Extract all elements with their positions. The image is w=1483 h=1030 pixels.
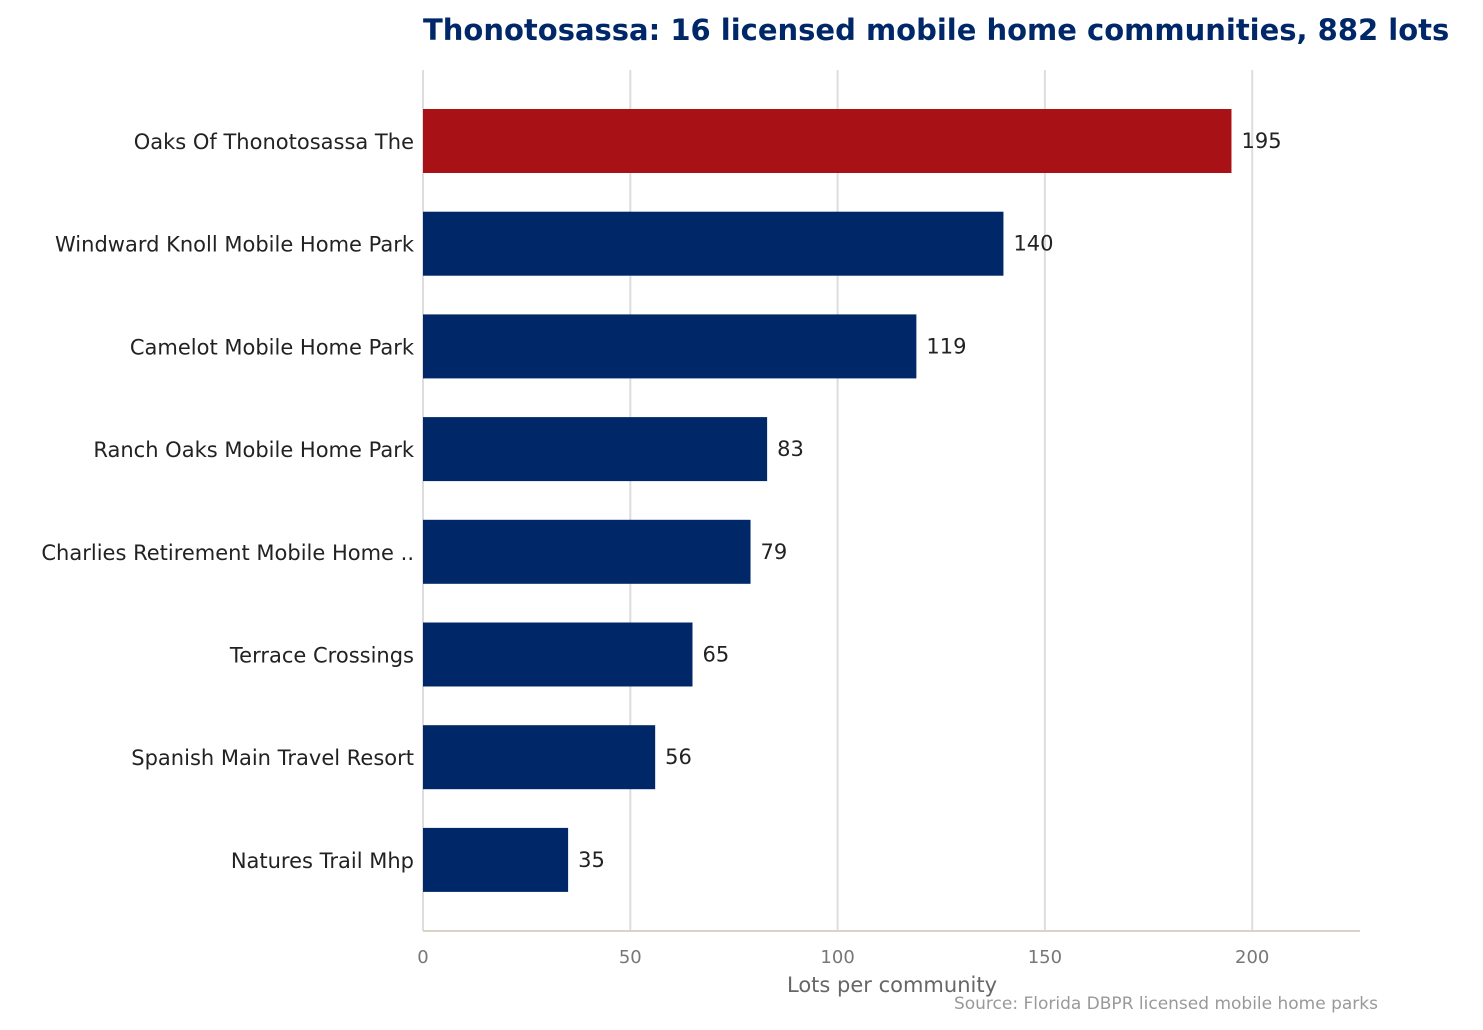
x-axis-label: Lots per community (787, 973, 997, 997)
data-label: 79 (761, 540, 788, 564)
category-label: Natures Trail Mhp (231, 849, 414, 873)
category-label: Camelot Mobile Home Park (130, 335, 415, 359)
data-label: 140 (1013, 232, 1053, 256)
bar (423, 314, 917, 379)
x-tick-label: 50 (619, 947, 642, 968)
data-label: 35 (578, 848, 605, 872)
value-labels: 195 140 119 83 79 65 56 35 (578, 129, 1281, 872)
bars (423, 109, 1232, 892)
bar (423, 417, 768, 482)
gridlines (422, 70, 1254, 931)
category-label: Spanish Main Travel Resort (131, 746, 414, 770)
category-label: Ranch Oaks Mobile Home Park (93, 438, 414, 462)
data-label: 83 (777, 437, 804, 461)
bar (423, 827, 569, 892)
bar (423, 622, 693, 687)
data-label: 56 (665, 745, 692, 769)
data-label: 195 (1241, 129, 1281, 153)
x-tick-label: 200 (1235, 947, 1269, 968)
bar (423, 725, 656, 790)
x-tick-label: 100 (820, 947, 854, 968)
data-label: 65 (702, 643, 729, 667)
bar (423, 519, 751, 584)
bar (423, 109, 1232, 173)
source-note: Source: Florida DBPR licensed mobile hom… (954, 994, 1378, 1014)
category-label: Oaks Of Thonotosassa The (134, 130, 414, 154)
category-label: Windward Knoll Mobile Home Park (55, 233, 415, 257)
bar (423, 211, 1004, 276)
data-label: 119 (926, 334, 966, 358)
x-tick-labels: 0 50 100 150 200 (417, 947, 1269, 968)
chart-title: Thonotosassa: 16 licensed mobile home co… (423, 13, 1449, 47)
category-label: Terrace Crossings (229, 644, 414, 668)
category-label: Charlies Retirement Mobile Home .. (41, 541, 414, 565)
x-tick-label: 0 (417, 947, 428, 968)
x-tick-label: 150 (1028, 947, 1062, 968)
category-labels: Oaks Of Thonotosassa The Windward Knoll M… (41, 130, 414, 873)
